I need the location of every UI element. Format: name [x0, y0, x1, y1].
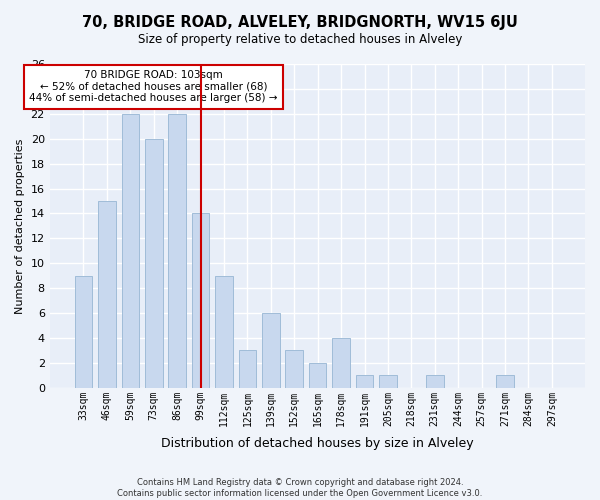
Y-axis label: Number of detached properties: Number of detached properties	[15, 138, 25, 314]
Bar	[286, 350, 303, 388]
Bar	[496, 376, 514, 388]
Bar	[262, 313, 280, 388]
Bar	[98, 201, 116, 388]
Text: Size of property relative to detached houses in Alveley: Size of property relative to detached ho…	[138, 32, 462, 46]
Text: 70, BRIDGE ROAD, ALVELEY, BRIDGNORTH, WV15 6JU: 70, BRIDGE ROAD, ALVELEY, BRIDGNORTH, WV…	[82, 15, 518, 30]
Bar	[74, 276, 92, 388]
Bar	[122, 114, 139, 388]
Text: 70 BRIDGE ROAD: 103sqm
← 52% of detached houses are smaller (68)
44% of semi-det: 70 BRIDGE ROAD: 103sqm ← 52% of detached…	[29, 70, 278, 103]
Text: Contains HM Land Registry data © Crown copyright and database right 2024.
Contai: Contains HM Land Registry data © Crown c…	[118, 478, 482, 498]
Bar	[379, 376, 397, 388]
X-axis label: Distribution of detached houses by size in Alveley: Distribution of detached houses by size …	[161, 437, 474, 450]
Bar	[309, 363, 326, 388]
Bar	[215, 276, 233, 388]
Bar	[426, 376, 443, 388]
Bar	[239, 350, 256, 388]
Bar	[192, 214, 209, 388]
Bar	[356, 376, 373, 388]
Bar	[332, 338, 350, 388]
Bar	[145, 138, 163, 388]
Bar	[169, 114, 186, 388]
